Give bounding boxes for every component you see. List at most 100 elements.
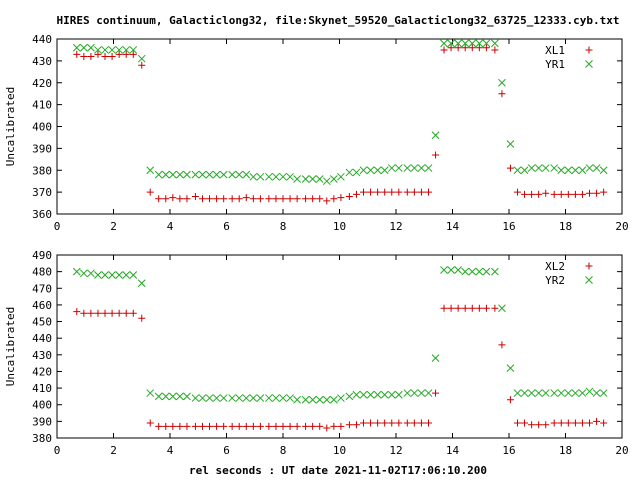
x-tick-label: 2 (110, 220, 117, 233)
data-point (520, 389, 529, 397)
data-point (322, 177, 331, 186)
data-point (440, 304, 448, 312)
y-tick-label: 400 (32, 121, 52, 134)
data-point (600, 188, 608, 196)
data-point (498, 341, 506, 349)
data-point (359, 166, 368, 175)
data-point (169, 422, 177, 430)
data-point (101, 46, 109, 54)
data-point (220, 422, 228, 430)
data-point (482, 267, 491, 276)
data-point (286, 422, 294, 430)
data-point (87, 269, 95, 278)
x-tick-label: 16 (502, 444, 515, 457)
data-point (323, 424, 331, 432)
data-point (242, 422, 250, 430)
x-tick-label: 12 (389, 444, 402, 457)
data-point (468, 44, 476, 52)
data-point (205, 170, 214, 179)
data-point (73, 308, 81, 316)
data-point (205, 394, 214, 402)
data-point (592, 164, 601, 172)
plot-panel-2: 0 2 4 6 8 10 12 14 16 18 20 380 390 400 410 420 430 440 45… (4, 249, 629, 457)
data-point (395, 188, 403, 196)
data-point (249, 394, 258, 402)
data-point (550, 190, 558, 198)
data-point (447, 44, 455, 52)
data-point (585, 387, 594, 396)
x-tick-label: 8 (280, 220, 287, 233)
x-tick-label: 0 (54, 220, 61, 233)
data-point (213, 422, 221, 430)
data-point (162, 195, 170, 203)
data-point (242, 394, 251, 402)
legend-label: YR1 (545, 58, 565, 71)
data-point (586, 419, 594, 427)
data-point (94, 46, 102, 54)
data-point (527, 389, 536, 397)
data-point (527, 164, 536, 172)
data-point (198, 195, 206, 203)
data-point (79, 43, 88, 52)
data-point (316, 195, 324, 203)
data-point (424, 389, 433, 397)
y-tick-label: 490 (32, 249, 52, 262)
data-point (249, 172, 258, 181)
data-point (206, 195, 214, 203)
data-point (108, 53, 116, 60)
data-point (235, 195, 243, 203)
legend-marker (585, 46, 593, 54)
data-point (593, 417, 601, 425)
data-point (330, 422, 338, 430)
data-point (228, 422, 236, 430)
data-point (468, 39, 477, 48)
data-point (454, 44, 462, 52)
x-tick-label: 8 (280, 444, 287, 457)
data-point (122, 50, 130, 58)
x-tick-label: 4 (167, 444, 174, 457)
data-point (454, 266, 463, 274)
data-point (345, 421, 353, 429)
data-point (308, 395, 317, 404)
y-tick-label: 410 (32, 382, 52, 395)
y-tick-label: 370 (32, 186, 52, 199)
data-point (557, 389, 566, 397)
data-point (72, 267, 81, 276)
data-point (360, 419, 368, 427)
data-point (586, 189, 594, 197)
data-point (309, 422, 317, 430)
legend-label: YR2 (545, 274, 565, 287)
y-tick-label: 390 (32, 415, 52, 428)
data-point (475, 44, 483, 52)
data-point (550, 389, 559, 397)
data-point (206, 422, 214, 430)
data-point (542, 421, 550, 429)
data-point (432, 151, 440, 159)
data-point (212, 170, 221, 179)
data-point (381, 188, 389, 196)
data-point (323, 197, 331, 205)
data-point (115, 50, 123, 58)
data-point (506, 364, 515, 372)
data-point (154, 170, 163, 179)
data-point (592, 389, 601, 397)
data-point (578, 419, 586, 427)
data-point (557, 166, 566, 175)
data-point (528, 421, 536, 429)
data-point (403, 419, 411, 427)
data-point (80, 53, 88, 60)
data-point (564, 166, 573, 175)
data-point (191, 394, 200, 402)
data-point (279, 172, 287, 181)
data-point (410, 419, 418, 427)
data-point (564, 190, 572, 198)
data-point (578, 190, 586, 198)
data-point (424, 188, 432, 196)
data-point (101, 53, 109, 60)
data-point (293, 422, 301, 430)
data-point (535, 190, 543, 198)
data-point (447, 304, 455, 312)
y-tick-label: 470 (32, 282, 52, 295)
data-point (374, 188, 382, 196)
data-point (461, 44, 469, 52)
